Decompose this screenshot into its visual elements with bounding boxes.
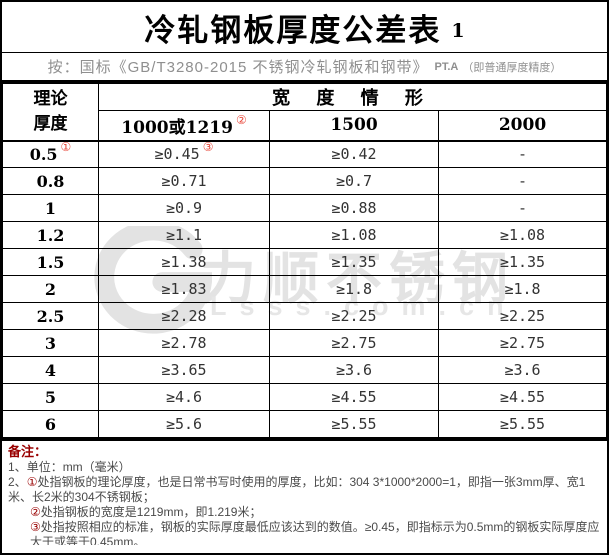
tolerance-cell: ≥4.55 bbox=[269, 383, 439, 411]
title-bar: 冷轧钢板厚度公差表 1 bbox=[2, 2, 607, 53]
standard-grade: PT.A bbox=[434, 60, 459, 73]
table-row: 6 ≥5.6 ≥5.55 ≥5.55 bbox=[2, 410, 607, 438]
row-header-theoretical-thickness: 理论 厚度 bbox=[2, 83, 99, 141]
standard-note: （即普通厚度精度） bbox=[462, 61, 562, 74]
standard-prefix: 按：国标 bbox=[47, 59, 112, 76]
tolerance-cell: ≥0.71 bbox=[98, 167, 270, 195]
table-row: 3 ≥2.78 ≥2.75 ≥2.75 bbox=[2, 329, 607, 357]
tolerance-cell: - bbox=[438, 194, 607, 222]
tolerance-cell: ≥1.08 bbox=[269, 221, 439, 249]
tolerance-cell: ≥1.1 bbox=[98, 221, 270, 249]
table-row: 0.5 ① ≥0.45 ③ ≥0.42- bbox=[2, 140, 607, 168]
row-header-line1: 理论 bbox=[33, 89, 68, 110]
circled-footnote-marker: ② bbox=[30, 505, 41, 519]
thickness-cell: 1.5 bbox=[2, 248, 99, 276]
tolerance-cell: ≥3.6 bbox=[438, 356, 607, 384]
tolerance-cell: ≥4.55 bbox=[438, 383, 607, 411]
tolerance-cell: ≥2.75 bbox=[438, 329, 607, 357]
tolerance-cell: ≥0.7 bbox=[269, 167, 439, 195]
tolerance-cell: - bbox=[438, 140, 607, 168]
tolerance-cell: ≥2.28 bbox=[98, 302, 270, 330]
tolerance-cell: ≥4.6 bbox=[98, 383, 270, 411]
note-item: 1、单位：mm（毫米） bbox=[8, 460, 131, 474]
thickness-cell: 2.5 bbox=[2, 302, 99, 330]
notes-section: 备注： 1、单位：mm（毫米） 2、①处指钢板的理论厚度，也是日常书写时使用的厚度… bbox=[2, 438, 607, 545]
thickness-cell: 6 bbox=[2, 410, 99, 438]
tolerance-cell: ≥3.65 bbox=[98, 356, 270, 384]
note-item: ②处指钢板的宽度是1219mm，即1.219米； bbox=[30, 505, 262, 519]
page-title: 冷轧钢板厚度公差表 bbox=[144, 12, 442, 49]
thickness-cell: 3 bbox=[2, 329, 99, 357]
tolerance-cell: ≥0.88 bbox=[269, 194, 439, 222]
thickness-cell: 0.5 ① bbox=[2, 140, 99, 168]
tolerance-cell: ≥1.35 bbox=[269, 248, 439, 276]
tolerance-cell: ≥5.6 bbox=[98, 410, 270, 438]
circled-footnote-marker: ① bbox=[60, 140, 72, 155]
notes-list: 1、单位：mm（毫米） 2、①处指钢板的理论厚度，也是日常书写时使用的厚度，比如：… bbox=[8, 460, 601, 545]
page-title-index: 1 bbox=[451, 20, 465, 42]
tolerance-cell: ≥1.08 bbox=[438, 221, 607, 249]
tolerance-cell: ≥3.6 bbox=[269, 356, 439, 384]
tolerance-cell: ≥0.9 bbox=[98, 194, 270, 222]
standard-name: 《GB/T3280-2015 不锈钢冷轧钢板和钢带》 bbox=[111, 59, 429, 76]
tolerance-cell: ≥1.35 bbox=[438, 248, 607, 276]
tolerance-cell: ≥1.38 bbox=[98, 248, 270, 276]
table-row: 0.8 ≥0.71 ≥0.7- bbox=[2, 167, 607, 195]
circled-footnote-marker: ③ bbox=[30, 520, 41, 534]
thickness-cell: 1.2 bbox=[2, 221, 99, 249]
col-group-header-width: 宽 度 情 形 bbox=[98, 83, 607, 111]
table-row: 2.5 ≥2.28 ≥2.25 ≥2.25 bbox=[2, 302, 607, 330]
tolerance-cell: ≥1.83 bbox=[98, 275, 270, 303]
tolerance-cell: ≥2.25 bbox=[438, 302, 607, 330]
table-row: 5 ≥4.6 ≥4.55 ≥4.55 bbox=[2, 383, 607, 411]
thickness-tolerance-table: 理论 厚度 宽 度 情 形 1000或1219 ② 1500 2000 0.5 ① ≥0.… bbox=[2, 83, 607, 438]
tolerance-cell: - bbox=[438, 167, 607, 195]
standard-reference: 按：国标 《GB/T3280-2015 不锈钢冷轧钢板和钢带》 PT.A （即普… bbox=[2, 53, 607, 83]
table-row: 2 ≥1.83 ≥1.8 ≥1.8 bbox=[2, 275, 607, 303]
row-header-line2: 厚度 bbox=[33, 113, 68, 134]
thickness-cell: 2 bbox=[2, 275, 99, 303]
table-row: 1.2 ≥1.1 ≥1.08 ≥1.08 bbox=[2, 221, 607, 249]
tolerance-cell: ≥5.55 bbox=[438, 410, 607, 438]
thickness-cell: 0.8 bbox=[2, 167, 99, 195]
table-row: 4 ≥3.65 ≥3.6 ≥3.6 bbox=[2, 356, 607, 384]
width-column-header: 1500 bbox=[269, 110, 439, 141]
tolerance-cell: ≥1.8 bbox=[269, 275, 439, 303]
tolerance-cell: ≥2.75 bbox=[269, 329, 439, 357]
tolerance-cell: ≥5.55 bbox=[269, 410, 439, 438]
tolerance-cell: ≥2.25 bbox=[269, 302, 439, 330]
note-item: ③处指按照相应的标准，钢板的实际厚度最低应该达到的数值。≥0.45，即指标示为0… bbox=[30, 520, 600, 545]
notes-label: 备注： bbox=[8, 444, 48, 459]
tolerance-cell: ≥0.42 bbox=[269, 140, 439, 168]
tolerance-cell: ≥0.45 ③ bbox=[98, 140, 270, 168]
note-item: 2、①处指钢板的理论厚度，也是日常书写时使用的厚度，比如：304 3*1000*… bbox=[8, 475, 586, 504]
table-row: 1 ≥0.9 ≥0.88- bbox=[2, 194, 607, 222]
width-column-header: 1000或1219 ② bbox=[98, 110, 270, 141]
circled-footnote-marker: ② bbox=[235, 113, 247, 128]
thickness-cell: 5 bbox=[2, 383, 99, 411]
thickness-cell: 4 bbox=[2, 356, 99, 384]
width-column-header: 2000 bbox=[438, 110, 607, 141]
thickness-cell: 1 bbox=[2, 194, 99, 222]
circled-footnote-marker: ③ bbox=[202, 140, 214, 155]
table-row: 1.5 ≥1.38 ≥1.35 ≥1.35 bbox=[2, 248, 607, 276]
width-header-row: 1000或1219 ② 1500 2000 bbox=[3, 110, 607, 141]
circled-footnote-marker: ① bbox=[26, 475, 38, 489]
tolerance-cell: ≥2.78 bbox=[98, 329, 270, 357]
tolerance-cell: ≥1.8 bbox=[438, 275, 607, 303]
